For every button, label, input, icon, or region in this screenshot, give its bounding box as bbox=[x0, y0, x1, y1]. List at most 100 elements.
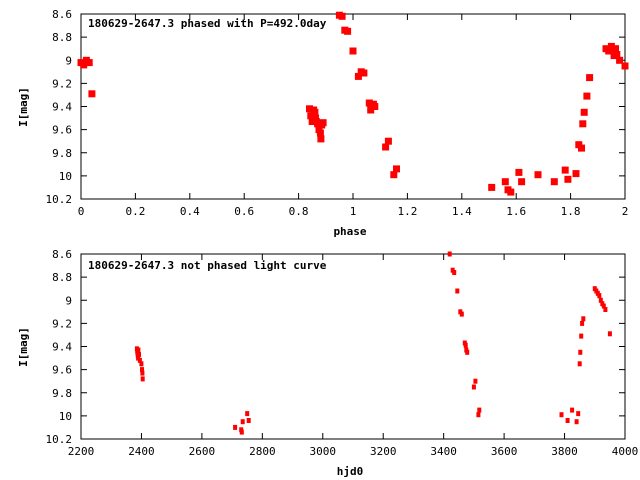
phased-data-point bbox=[311, 108, 319, 116]
unphased-data-point bbox=[607, 331, 612, 337]
phased-data-point bbox=[344, 27, 352, 35]
phased-data-point bbox=[572, 170, 580, 178]
unphased-y-tick-label: 9 bbox=[65, 294, 72, 307]
unphased-x-tick-label: 3600 bbox=[491, 445, 518, 458]
unphased-data-point bbox=[580, 320, 585, 326]
phased-data-point bbox=[306, 105, 313, 113]
unphased-data-point bbox=[140, 376, 145, 382]
unphased-plot-frame bbox=[80, 253, 626, 440]
unphased-data-point bbox=[246, 418, 251, 423]
phased-y-tick-label: 8.8 bbox=[52, 31, 72, 44]
phased-y-tick-label: 9 bbox=[65, 54, 72, 67]
phased-x-tick-label: 1.4 bbox=[452, 205, 472, 218]
phased-y-tick-label: 10.2 bbox=[46, 193, 73, 206]
unphased-data-point bbox=[578, 349, 583, 355]
phased-x-tick-label: 1.2 bbox=[397, 205, 417, 218]
unphased-data-point bbox=[581, 316, 586, 322]
phased-y-tick-label: 10 bbox=[59, 170, 72, 183]
unphased-data-point bbox=[601, 303, 606, 309]
phased-data-point bbox=[564, 175, 572, 183]
phased-y-tick-label: 9.6 bbox=[52, 124, 72, 137]
phased-data-point bbox=[393, 165, 400, 173]
unphased-x-tick-label: 2400 bbox=[128, 445, 155, 458]
phased-data-point bbox=[579, 120, 587, 128]
unphased-chart: 180629-2647.3 not phased light curve hjd… bbox=[17, 248, 638, 478]
phased-data-point bbox=[501, 178, 509, 186]
unphased-x-tick-label: 3200 bbox=[370, 445, 397, 458]
unphased-data-point bbox=[139, 361, 144, 367]
phased-data-point bbox=[360, 69, 368, 77]
phased-x-tick-label: 0 bbox=[78, 205, 85, 218]
unphased-data-point bbox=[565, 418, 570, 423]
unphased-x-tick-label: 3800 bbox=[551, 445, 578, 458]
phased-data-point bbox=[612, 45, 619, 53]
unphased-data-point bbox=[471, 384, 476, 390]
unphased-x-tick-label: 3400 bbox=[430, 445, 457, 458]
unphased-x-tick-label: 4000 bbox=[612, 445, 639, 458]
phased-data-point bbox=[371, 103, 379, 110]
phased-points bbox=[77, 11, 629, 196]
phased-y-tick-label: 9.4 bbox=[52, 101, 72, 114]
unphased-data-point bbox=[570, 407, 575, 413]
unphased-data-point bbox=[459, 311, 464, 317]
phased-x-tick-label: 2 bbox=[622, 205, 629, 218]
unphased-data-point bbox=[455, 288, 460, 294]
unphased-chart-title: 180629-2647.3 not phased light curve bbox=[88, 259, 327, 272]
unphased-x-tick-label: 2800 bbox=[249, 445, 276, 458]
unphased-x-tick-label: 2200 bbox=[68, 445, 95, 458]
phased-data-point bbox=[384, 137, 392, 145]
unphased-data-point bbox=[452, 270, 457, 275]
phased-data-point bbox=[586, 74, 594, 82]
unphased-data-point bbox=[477, 407, 482, 413]
phased-data-point bbox=[88, 90, 96, 98]
unphased-data-point bbox=[473, 378, 478, 384]
phased-x-tick-label: 1.8 bbox=[561, 205, 581, 218]
unphased-data-point bbox=[576, 411, 581, 417]
phased-data-point bbox=[338, 12, 346, 20]
unphased-data-point bbox=[447, 251, 452, 257]
phased-data-point bbox=[507, 188, 515, 196]
unphased-data-point bbox=[240, 419, 245, 425]
unphased-x-tick-label: 3000 bbox=[310, 445, 337, 458]
phased-data-point bbox=[316, 129, 324, 137]
unphased-data-point bbox=[239, 429, 244, 435]
unphased-y-tick-label: 9.6 bbox=[52, 364, 72, 377]
unphased-data-point bbox=[233, 424, 238, 430]
unphased-x-tick-label: 2600 bbox=[189, 445, 216, 458]
unphased-y-tick-label: 9.2 bbox=[52, 317, 72, 330]
phased-data-point bbox=[515, 168, 523, 176]
phased-data-point bbox=[382, 143, 390, 151]
phased-data-point bbox=[616, 56, 624, 64]
phased-plot-frame bbox=[80, 13, 626, 200]
unphased-data-point bbox=[463, 342, 468, 348]
phased-data-point bbox=[319, 119, 327, 127]
unphased-y-axis-label: I[mag] bbox=[17, 327, 30, 367]
phased-data-point bbox=[583, 92, 591, 100]
phased-data-point bbox=[534, 171, 542, 179]
unphased-data-point bbox=[579, 333, 584, 339]
phased-x-tick-label: 0.2 bbox=[125, 205, 145, 218]
phased-data-point bbox=[605, 47, 613, 55]
phased-data-point bbox=[518, 178, 526, 186]
unphased-points bbox=[134, 251, 612, 435]
unphased-data-point bbox=[140, 370, 145, 376]
phased-y-ticks: 8.6 8.8 9 9.2 9.4 9.6 9.8 10 10.2 bbox=[46, 8, 625, 206]
phased-data-point bbox=[307, 112, 315, 120]
unphased-data-point bbox=[136, 347, 141, 353]
unphased-y-tick-label: 10 bbox=[59, 410, 72, 423]
unphased-data-point bbox=[476, 412, 481, 418]
phased-data-point bbox=[621, 62, 629, 70]
phased-x-tick-label: 1 bbox=[350, 205, 357, 218]
phased-data-point bbox=[488, 183, 496, 191]
phased-x-ticks: 0 0.2 0.4 0.6 0.8 1 1.2 1.4 1.6 1.8 2 bbox=[78, 14, 629, 218]
phased-x-tick-label: 1.6 bbox=[506, 205, 526, 218]
phased-y-tick-label: 8.6 bbox=[52, 8, 72, 21]
unphased-y-tick-label: 9.4 bbox=[52, 341, 72, 354]
unphased-y-tick-label: 8.6 bbox=[52, 248, 72, 261]
phased-data-point bbox=[349, 47, 357, 55]
phased-data-point bbox=[578, 144, 585, 152]
unphased-data-point bbox=[465, 349, 470, 355]
unphased-data-point bbox=[140, 367, 144, 373]
phased-data-point bbox=[607, 42, 615, 50]
